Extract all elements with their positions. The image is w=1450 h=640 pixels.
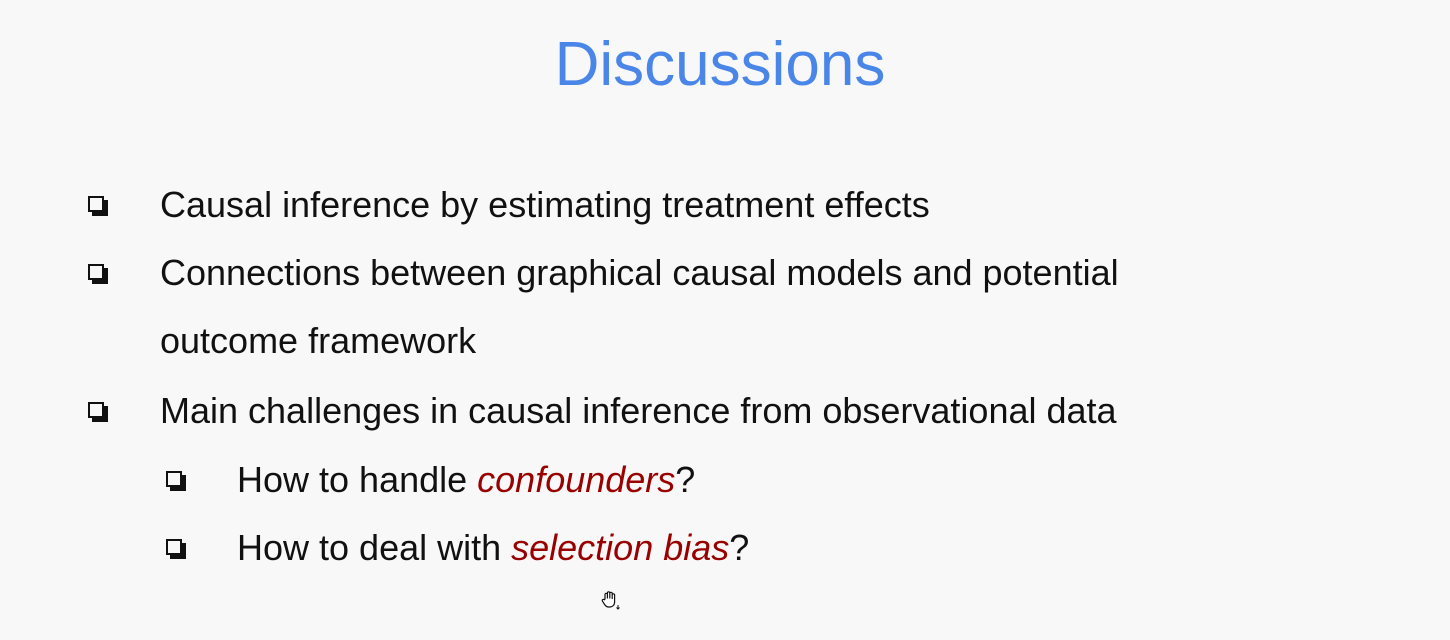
bullet-item-3: Main challenges in causal inference from…: [86, 386, 1186, 436]
sub-bullet-suffix: ?: [729, 527, 750, 568]
checkbox-icon: [88, 196, 108, 216]
bullet-text: Causal inference by estimating treatment…: [160, 184, 930, 225]
sub-bullet-prefix: How to handle: [237, 459, 478, 500]
checkbox-icon: [88, 264, 108, 284]
checkbox-icon: [88, 402, 108, 422]
sub-bullet-text: How to handle confounders?: [237, 455, 695, 505]
checkbox-icon: [166, 471, 186, 491]
sub-bullet-item-1: How to handle confounders?: [164, 455, 864, 505]
sub-bullet-text: How to deal with selection bias?: [237, 523, 749, 573]
emphasis-confounders: confounders: [477, 459, 676, 500]
sub-bullet-prefix: How to deal with: [237, 527, 512, 568]
slide-title: Discussions: [554, 30, 886, 99]
sub-bullet-item-2: How to deal with selection bias?: [164, 523, 864, 573]
emphasis-selection-bias: selection bias: [511, 527, 730, 568]
bullet-text: Main challenges in causal inference from…: [160, 390, 1117, 431]
bullet-item-2: Connections between graphical causal mod…: [86, 248, 1186, 368]
checkbox-icon: [166, 539, 186, 559]
bullet-item-1: Causal inference by estimating treatment…: [86, 180, 1186, 230]
sub-bullet-suffix: ?: [675, 459, 696, 500]
bullet-text-line-1: Connections between graphical causal mod…: [160, 252, 1119, 293]
bullet-text-line-2: outcome framework: [160, 320, 477, 361]
grab-hand-icon: [601, 591, 620, 610]
